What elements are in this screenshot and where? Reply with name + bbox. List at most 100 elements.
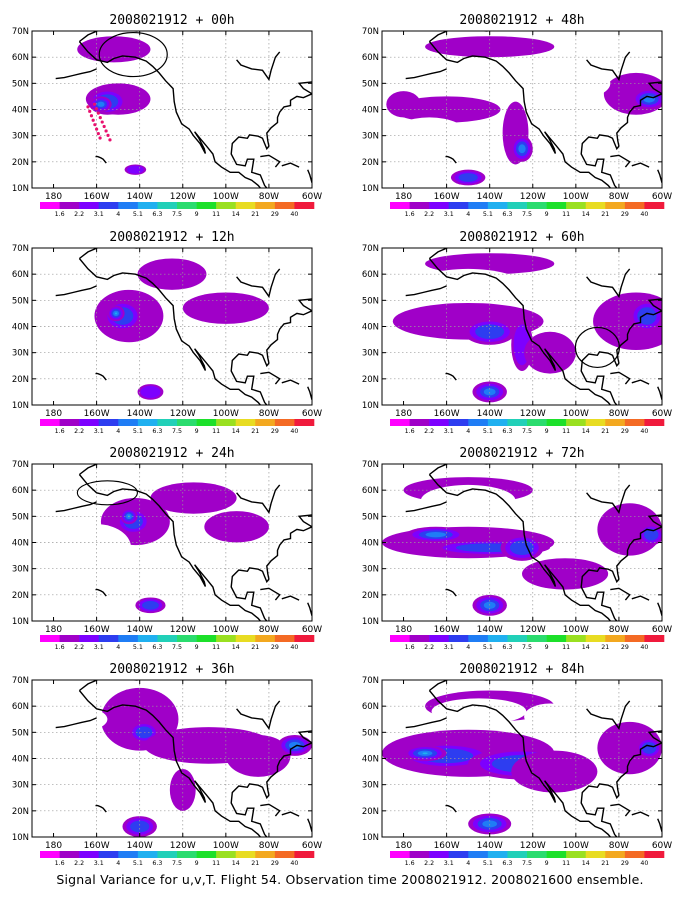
colorbar-swatch [390, 419, 410, 426]
colorbar-swatch [196, 419, 217, 426]
colorbar-swatch [157, 419, 178, 426]
colorbar-swatch [527, 851, 547, 858]
colorbar-label: 3.1 [444, 644, 454, 651]
colorbar-label: 7.5 [522, 211, 532, 218]
colorbar-label: 29 [271, 644, 279, 651]
colorbar-label: 40 [290, 428, 298, 435]
colorbar-swatch [118, 202, 139, 209]
colorbar-swatch [235, 202, 256, 209]
lat-tick-label: 50N [362, 512, 379, 522]
lon-tick-label: 60W [302, 841, 322, 851]
lon-tick-label: 160W [84, 625, 110, 635]
colorbar-swatch [294, 202, 315, 209]
colorbar-swatch [79, 635, 100, 642]
lon-tick-label: 160W [84, 192, 110, 202]
figure-caption: Signal Variance for u,v,T. Flight 54. Ob… [56, 872, 644, 887]
colorbar-label: 40 [640, 428, 648, 435]
lon-tick-label: 60W [652, 409, 672, 419]
colorbar-swatch [487, 851, 508, 858]
colorbar-label: 11 [562, 860, 570, 867]
coastline [405, 464, 662, 621]
lon-tick-label: 120W [170, 192, 196, 202]
colorbar-label: 40 [290, 644, 298, 651]
lon-tick-label: 80W [609, 192, 629, 202]
colorbar-swatch [118, 851, 139, 858]
colorbar-swatch [294, 635, 315, 642]
colorbar-swatch [59, 202, 80, 209]
colorbar-swatch [216, 419, 237, 426]
colorbar-label: 4 [116, 860, 120, 867]
colorbar-label: 40 [640, 644, 648, 651]
lon-tick-label: 80W [259, 409, 279, 419]
lat-tick-label: 70N [12, 27, 29, 37]
colorbar-label: 21 [251, 860, 259, 867]
lat-tick-label: 30N [12, 781, 29, 791]
colorbar-label: 5.1 [133, 428, 143, 435]
colorbar-label: 21 [601, 211, 609, 218]
colorbar-label: 5.1 [483, 211, 493, 218]
colorbar-label: 3.1 [444, 860, 454, 867]
lon-tick-label: 60W [652, 841, 672, 851]
colorbar-label: 14 [582, 860, 590, 867]
map-panel: 2008021912 + 72h 70N 60N 50N 40N 30N 20N 10N 180… [362, 446, 672, 651]
lon-tick-label: 180 [395, 192, 412, 202]
lon-tick-label: 160W [434, 841, 460, 851]
colorbar-label: 3.1 [444, 428, 454, 435]
colorbar-swatch [40, 635, 60, 642]
lon-tick-label: 140W [127, 841, 153, 851]
lat-tick-label: 60N [362, 53, 379, 63]
colorbar-swatch [390, 635, 410, 642]
colorbar-label: 6.3 [502, 211, 512, 218]
coastline [55, 248, 312, 405]
colorbar-swatch [177, 202, 197, 209]
colorbar-label: 2.2 [74, 428, 84, 435]
lat-tick-label: 70N [12, 244, 29, 254]
colorbar-label: 2.2 [74, 860, 84, 867]
colorbar-label: 6.3 [152, 428, 162, 435]
lat-tick-label: 70N [362, 27, 379, 37]
colorbar-label: 21 [601, 860, 609, 867]
lat-tick-label: 40N [12, 539, 29, 549]
colorbar-swatch [274, 419, 295, 426]
colorbar-swatch [98, 851, 119, 858]
map-panel: 2008021912 + 84h 70N 60N 50N 40N 30N 20N 10N 180… [362, 662, 672, 867]
lat-tick-label: 20N [12, 807, 29, 817]
colorbar-swatch [644, 419, 665, 426]
colorbar-label: 1.6 [405, 428, 415, 435]
lon-tick-label: 180 [395, 409, 412, 419]
colorbar-label: 9 [545, 211, 549, 218]
colorbar-label: 1.6 [55, 860, 65, 867]
lat-tick-label: 50N [362, 79, 379, 89]
colorbar-swatch [294, 851, 315, 858]
colorbar-swatch [255, 851, 276, 858]
lat-tick-label: 10N [12, 833, 29, 843]
colorbar-swatch [40, 202, 60, 209]
lat-tick-label: 10N [362, 617, 379, 627]
colorbar-swatch [274, 635, 295, 642]
colorbar-label: 2.2 [74, 644, 84, 651]
colorbar: 1.6 2.2 3.1 4 5.1 6.3 7.5 9 11 14 21 29 40 [390, 419, 665, 435]
colorbar-swatch [448, 419, 469, 426]
colorbar-swatch [585, 635, 606, 642]
colorbar-swatch [118, 635, 139, 642]
colorbar-label: 11 [212, 860, 220, 867]
lat-tick-label: 30N [362, 349, 379, 359]
colorbar-label: 5.1 [133, 211, 143, 218]
colorbar-label: 11 [212, 211, 220, 218]
lat-tick-label: 50N [362, 296, 379, 306]
variance-field [382, 31, 662, 188]
colorbar-label: 6.3 [502, 860, 512, 867]
colorbar-label: 9 [195, 860, 199, 867]
colorbar: 1.6 2.2 3.1 4 5.1 6.3 7.5 9 11 14 21 29 40 [40, 635, 315, 651]
lon-tick-label: 120W [170, 841, 196, 851]
colorbar-label: 40 [290, 860, 298, 867]
map-panel: 2008021912 + 24h 70N 60N 50N 40N 30N 20N 10N 180… [12, 446, 322, 651]
colorbar-swatch [585, 419, 606, 426]
lon-tick-label: 80W [259, 625, 279, 635]
colorbar-swatch [644, 202, 665, 209]
variance-field [382, 680, 662, 837]
colorbar-label: 14 [232, 211, 240, 218]
colorbar-label: 40 [640, 860, 648, 867]
colorbar-swatch [448, 202, 469, 209]
